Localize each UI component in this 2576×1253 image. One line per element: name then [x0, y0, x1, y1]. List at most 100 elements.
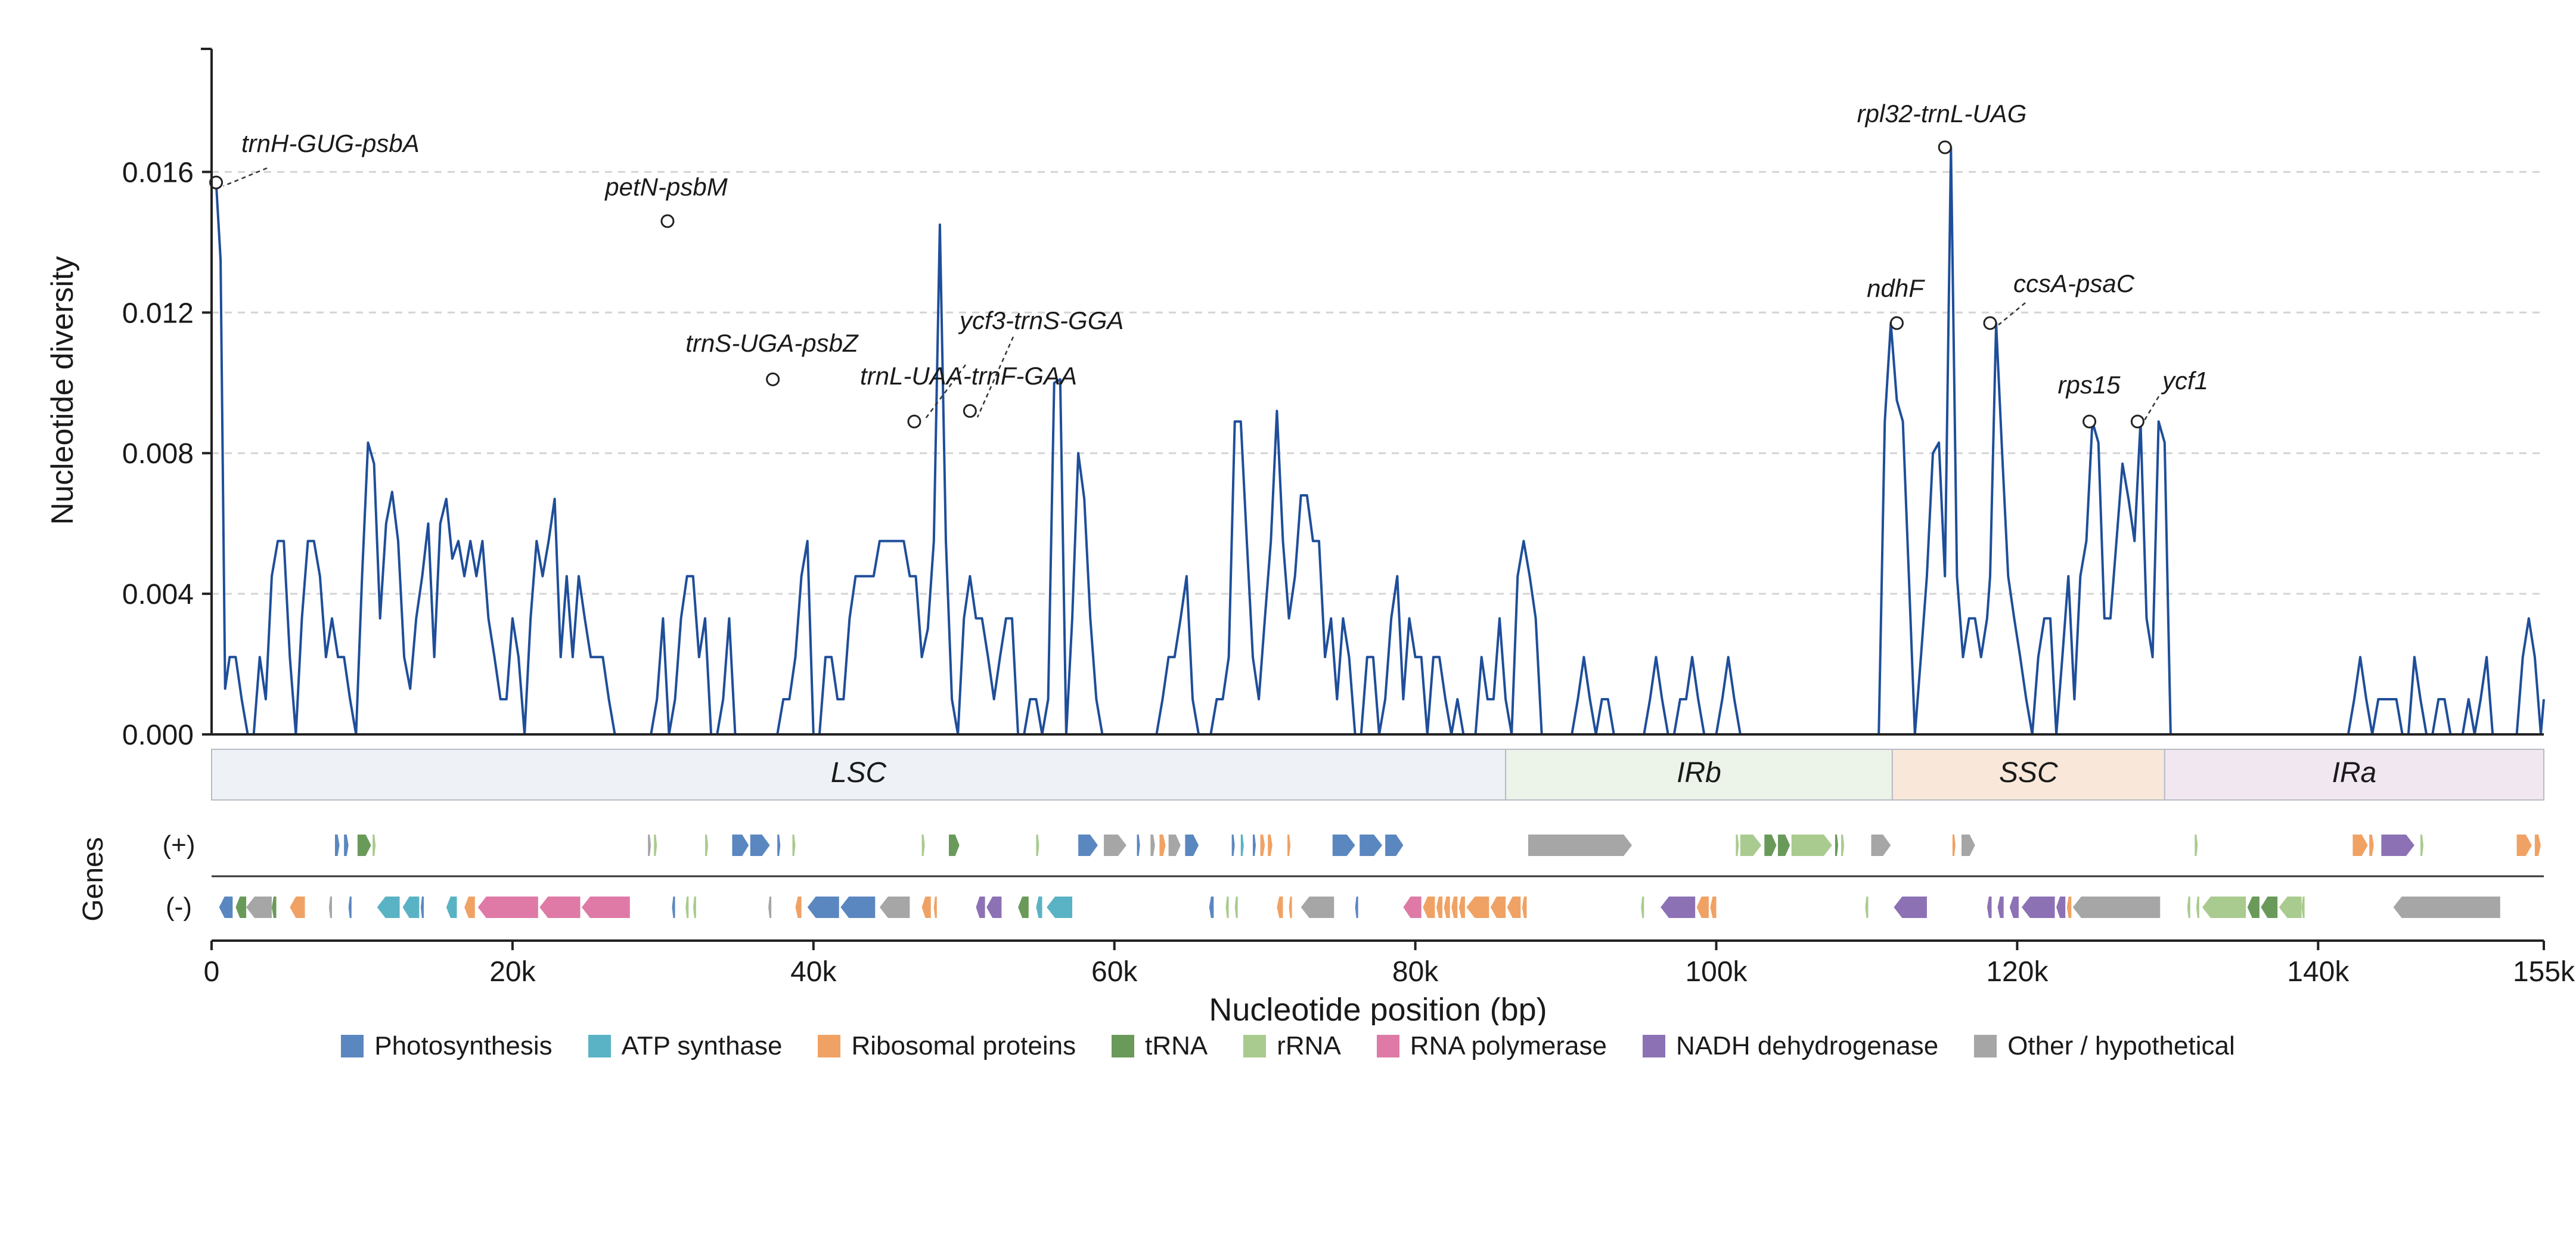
gene-atp — [1036, 897, 1042, 918]
peak-label: ccsA-psaC — [2013, 269, 2135, 297]
gene-other — [1528, 835, 1632, 856]
gene-ribo — [795, 897, 802, 918]
gene-rrna — [1736, 835, 1739, 856]
gene-photo — [1360, 835, 1383, 856]
gene-other — [1104, 835, 1126, 856]
peak-marker — [963, 404, 977, 418]
gene-photo — [344, 835, 349, 856]
legend-label: rRNA — [1277, 1031, 1341, 1060]
legend-swatch — [1243, 1035, 1267, 1057]
legend-swatch — [818, 1035, 841, 1057]
gene-other — [2072, 897, 2161, 918]
peak-label: petN-psbM — [604, 173, 727, 201]
gene-trna — [2247, 897, 2260, 918]
gene-ribo — [2516, 835, 2532, 856]
gene-ribo — [1260, 835, 1265, 856]
gene-nadh — [1987, 897, 1992, 918]
legend: Photosynthesis ATP synthase Ribosomal prot… — [0, 1031, 2576, 1061]
axes: 0.000 0.004 0.008 0.012 0.016 0 20k 40k 60k 80k 10… — [122, 48, 2575, 988]
gene-other — [246, 897, 272, 918]
x-tick-label: 155k — [2513, 956, 2575, 988]
gene-ribo — [290, 897, 305, 918]
gene-rrna — [1234, 897, 1238, 918]
gene-track-label: Genes — [77, 837, 109, 921]
gene-photo — [420, 897, 424, 918]
nucleotide-diversity-chart: LSC IRb SSC IRa (+) (-) trnH-GUG-psbA petN-ps… — [45, 48, 2575, 1025]
annotation-leader — [223, 167, 268, 187]
peak-annotations: trnH-GUG-psbA petN-psbM trnS-UGA-psbZtrnL-… — [209, 100, 2208, 429]
gene-other — [1962, 835, 1975, 856]
gene-ribo — [1696, 897, 1709, 918]
gene-rrna — [792, 835, 796, 856]
gene-ribo — [1268, 835, 1273, 856]
gene-rrna — [2301, 897, 2305, 918]
gene-photo — [219, 897, 233, 918]
x-tick-label: 20k — [489, 956, 536, 988]
gene-photo — [750, 835, 770, 856]
legend-item: RNA polymerase — [1376, 1031, 1607, 1061]
gene-other — [1301, 897, 1334, 918]
gene-photo — [1078, 835, 1098, 856]
gene-trna — [1764, 835, 1777, 856]
gene-other — [1150, 835, 1155, 856]
region-label: IRb — [1677, 757, 1721, 789]
gene-nadh — [976, 897, 985, 918]
gene-rnap — [477, 897, 538, 918]
gene-trna — [2261, 897, 2278, 918]
diversity-series — [215, 146, 2545, 736]
gene-rrna — [2187, 897, 2190, 918]
legend-item: Photosynthesis — [341, 1031, 553, 1061]
region-label: LSC — [831, 757, 887, 789]
x-tick-label: 60k — [1091, 956, 1138, 988]
legend-item: NADH dehydrogenase — [1642, 1031, 1939, 1061]
gene-rrna — [2195, 835, 2198, 856]
region-lsc — [211, 749, 1507, 801]
gene-rrna — [1036, 835, 1039, 856]
legend-label: Other / hypothetical — [2007, 1031, 2235, 1060]
legend-label: ATP synthase — [621, 1031, 783, 1060]
gene-photo — [1355, 897, 1358, 918]
gene-other — [879, 897, 910, 918]
gene-photo — [335, 835, 340, 856]
legend-item: tRNA — [1112, 1031, 1208, 1061]
legend-swatch — [341, 1035, 364, 1057]
gene-trna — [271, 897, 277, 918]
gene-rrna — [921, 835, 925, 856]
gene-ribo — [464, 897, 475, 918]
peak-marker — [660, 214, 675, 228]
plus-strand-label: (+) — [163, 830, 195, 860]
gene-nadh — [1997, 897, 2004, 918]
peak-label: trnL-UAA-trnF-GAA — [860, 362, 1077, 390]
gene-ribo — [1466, 897, 1489, 918]
peak-label: ycf1 — [2161, 367, 2208, 395]
gene-photo — [1185, 835, 1199, 856]
region-label: IRa — [2332, 757, 2377, 789]
gene-trna — [1778, 835, 1790, 856]
gene-ribo — [1490, 897, 1506, 918]
peak-marker — [2130, 414, 2144, 429]
gene-atp — [1240, 835, 1244, 856]
gene-other — [2393, 897, 2500, 918]
gene-ribo — [2534, 835, 2541, 856]
gene-trna — [1018, 897, 1029, 918]
y-tick-label: 0.000 — [122, 719, 194, 751]
y-tick-label: 0.008 — [122, 438, 194, 470]
peak-marker — [209, 175, 224, 190]
peak-label: trnS-UGA-psbZ — [685, 329, 859, 357]
gene-nadh — [2009, 897, 2019, 918]
gene-rnap — [582, 897, 630, 918]
gene-photo — [1332, 835, 1355, 856]
legend-label: NADH dehydrogenase — [1675, 1031, 1939, 1060]
annotation-leader — [976, 336, 1014, 418]
y-tick-label: 0.004 — [122, 579, 194, 610]
peak-marker — [2082, 414, 2097, 429]
gene-rrna — [373, 835, 376, 856]
legend-label: Photosynthesis — [374, 1031, 553, 1060]
gene-rrna — [654, 835, 657, 856]
gene-photo — [1231, 835, 1235, 856]
legend-swatch — [588, 1035, 611, 1057]
gene-rrna — [2279, 897, 2302, 918]
gene-trna — [949, 835, 960, 856]
gene-rrna — [1841, 835, 1845, 856]
